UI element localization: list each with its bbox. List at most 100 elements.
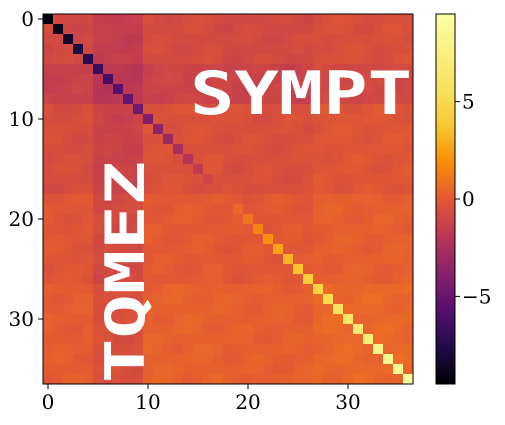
heatmap-cell xyxy=(403,324,414,335)
heatmap-cell xyxy=(263,224,274,235)
heatmap-cell xyxy=(213,154,224,165)
heatmap-cell xyxy=(223,264,234,275)
heatmap-cell xyxy=(363,314,374,325)
heatmap-cell xyxy=(343,104,354,115)
heatmap-cell xyxy=(153,64,164,75)
heatmap-cell xyxy=(403,214,414,225)
heatmap-cell xyxy=(373,304,384,315)
heatmap-cell xyxy=(223,14,234,25)
heatmap-cell xyxy=(233,94,244,105)
heatmap-cell xyxy=(113,324,124,335)
heatmap-cell xyxy=(293,144,304,155)
heatmap-cell xyxy=(353,344,364,355)
heatmap-cell xyxy=(293,64,304,75)
heatmap-cell xyxy=(183,184,194,195)
heatmap-cell xyxy=(233,364,244,375)
heatmap-cell xyxy=(313,54,324,65)
heatmap-cell xyxy=(143,364,154,375)
heatmap-cell xyxy=(263,94,274,105)
heatmap-cell xyxy=(103,114,114,125)
heatmap-cell xyxy=(343,84,354,95)
heatmap-cell xyxy=(53,334,64,345)
heatmap-cell xyxy=(293,364,304,375)
heatmap-cell xyxy=(63,184,74,195)
heatmap-cell xyxy=(293,334,304,345)
heatmap-diagonal-cell xyxy=(273,244,284,255)
heatmap-cell xyxy=(293,244,304,255)
heatmap-cell xyxy=(343,114,354,125)
heatmap-cell xyxy=(273,234,284,245)
heatmap-cell xyxy=(53,254,64,265)
heatmap-cell xyxy=(393,154,404,165)
heatmap-cell xyxy=(243,194,254,205)
heatmap-cell xyxy=(303,354,314,365)
heatmap-cell xyxy=(193,304,204,315)
heatmap-cell xyxy=(153,144,164,155)
heatmap-cell xyxy=(133,24,144,35)
heatmap-cell xyxy=(163,44,174,55)
heatmap-cell xyxy=(333,204,344,215)
heatmap-cell xyxy=(123,204,134,215)
heatmap-cell xyxy=(333,184,344,195)
heatmap-cell xyxy=(63,224,74,235)
heatmap-cell xyxy=(143,134,154,145)
heatmap-cell xyxy=(103,294,114,305)
heatmap-cell xyxy=(293,354,304,365)
heatmap-cell xyxy=(383,164,394,175)
heatmap-cell xyxy=(323,374,334,385)
heatmap-cell xyxy=(203,44,214,55)
heatmap-cell xyxy=(343,144,354,155)
heatmap-cell xyxy=(153,314,164,325)
heatmap-cell xyxy=(143,154,154,165)
heatmap-cell xyxy=(73,94,84,105)
heatmap-cell xyxy=(123,134,134,145)
heatmap-cell xyxy=(63,54,74,65)
heatmap-cell xyxy=(213,204,224,215)
heatmap-cell xyxy=(303,154,314,165)
heatmap-cell xyxy=(223,334,234,345)
heatmap-cell xyxy=(103,214,114,225)
heatmap-cell xyxy=(323,174,334,185)
heatmap-cell xyxy=(253,264,264,275)
heatmap-cell xyxy=(133,274,144,285)
heatmap-cell xyxy=(363,54,374,65)
heatmap-cell xyxy=(163,84,174,95)
heatmap-cell xyxy=(43,114,54,125)
heatmap-cell xyxy=(343,124,354,135)
heatmap-cell xyxy=(293,74,304,85)
heatmap-cell xyxy=(123,184,134,195)
heatmap-cell xyxy=(73,354,84,365)
heatmap-cell xyxy=(263,74,274,85)
heatmap-cell xyxy=(353,304,364,315)
heatmap-cell xyxy=(313,324,324,335)
heatmap-cell xyxy=(113,114,124,125)
heatmap-cell xyxy=(263,154,274,165)
heatmap-cell xyxy=(203,134,214,145)
heatmap-cell xyxy=(263,104,274,115)
heatmap-cell xyxy=(393,114,404,125)
heatmap-cell xyxy=(223,294,234,305)
heatmap-cell xyxy=(63,44,74,55)
heatmap-cell xyxy=(293,44,304,55)
heatmap-cell xyxy=(273,254,284,265)
heatmap-cell xyxy=(233,304,244,315)
heatmap-cell xyxy=(113,174,124,185)
heatmap-cell xyxy=(373,324,384,335)
heatmap-cell xyxy=(313,224,324,235)
heatmap-cell xyxy=(243,184,254,195)
heatmap-cell xyxy=(263,364,274,375)
heatmap-cell xyxy=(253,174,264,185)
heatmap-cell xyxy=(243,114,254,125)
heatmap-cell xyxy=(73,204,84,215)
heatmap-cell xyxy=(43,144,54,155)
heatmap-cell xyxy=(393,94,404,105)
heatmap-cell xyxy=(163,154,174,165)
heatmap-cell xyxy=(243,344,254,355)
heatmap-cell xyxy=(133,54,144,65)
heatmap-cell xyxy=(243,314,254,325)
heatmap-cell xyxy=(233,34,244,45)
heatmap-diagonal-cell xyxy=(133,104,144,115)
heatmap-diagonal-cell xyxy=(93,64,104,75)
heatmap-cell xyxy=(183,344,194,355)
heatmap-cell xyxy=(83,284,94,295)
